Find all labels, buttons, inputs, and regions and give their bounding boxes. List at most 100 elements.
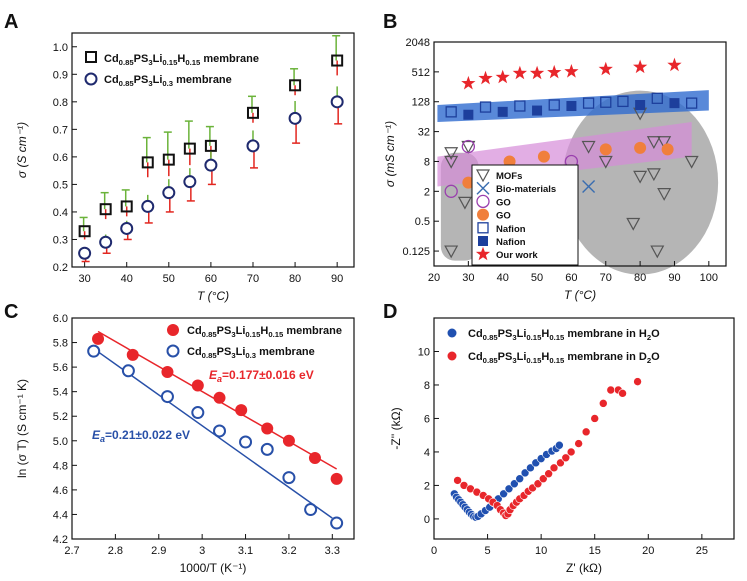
data-point — [504, 484, 514, 494]
chart-b: 20 30 40 50 60 70 80 90 100 0.125 0.5 2 8 32 128 512 204… — [383, 37, 727, 302]
data-point-open — [87, 344, 101, 358]
data-point — [556, 458, 565, 468]
x-tick-label: 60 — [565, 272, 577, 284]
legend-label: Nafion — [496, 224, 526, 235]
plot-frame — [71, 32, 355, 268]
x-tick-label: 3.3 — [325, 545, 340, 557]
data-point-triangle-down — [646, 136, 661, 149]
data-point-star — [667, 57, 682, 72]
y-axis-label: ln (σ T) (S cm⁻¹ K) — [15, 379, 29, 478]
data-point-filled — [261, 422, 274, 435]
data-point-star — [478, 70, 493, 85]
data-point-circle — [183, 175, 197, 189]
x-tick-label: 60 — [205, 273, 217, 285]
data-point-filled — [161, 366, 174, 379]
legend-marker — [476, 194, 490, 209]
data-point-circle — [204, 158, 218, 172]
data-point-square — [331, 54, 344, 67]
data-point-filled-square — [532, 105, 543, 116]
x-axis-label: T (°C) — [197, 289, 229, 303]
data-point-filled-square — [635, 99, 646, 110]
x-tick-label: 10 — [535, 545, 547, 557]
data-point-star — [495, 69, 510, 84]
data-point — [618, 389, 627, 398]
data-point-triangle-down — [598, 155, 613, 169]
data-point — [453, 476, 462, 485]
y-tick-label: 5.2 — [53, 411, 68, 423]
data-point-triangle-down — [684, 155, 699, 169]
data-point-circle — [330, 95, 344, 109]
data-point-square — [141, 156, 154, 169]
panel-label-c: C — [4, 301, 18, 323]
data-point-open — [282, 471, 296, 485]
y-tick-label: 4 — [424, 447, 430, 459]
data-point-triangle-down — [461, 140, 476, 154]
data-point-open-square — [685, 97, 698, 109]
y-tick-label: 2048 — [406, 37, 430, 49]
legend-marker-square — [85, 51, 97, 63]
data-point — [510, 479, 519, 489]
y-tick-label: 2 — [424, 186, 430, 198]
activation-energy-label: Ea=0.21±0.022 eV — [92, 428, 190, 444]
data-point-triangle-down — [444, 245, 459, 259]
y-tick-label: 4.2 — [53, 534, 68, 546]
legend-label: Cd0.85PS3Li0.15H0.15 membrane — [187, 325, 342, 339]
data-point-filled — [330, 472, 343, 485]
legend-marker-d2o — [447, 351, 457, 361]
y-tick-label: 0.5 — [415, 216, 430, 228]
legend-label: GO — [496, 197, 511, 208]
x-tick-label: 90 — [331, 273, 343, 285]
data-point — [555, 440, 564, 450]
legend-label: Nafion — [496, 237, 526, 248]
data-point-square — [246, 106, 259, 119]
data-point-square — [289, 79, 302, 92]
legend-label: Cd0.85PS3Li0.15H0.15 membrane in D2O — [468, 351, 660, 365]
data-point-circle — [99, 235, 113, 249]
data-point-triangle-down — [646, 168, 661, 182]
data-point — [581, 427, 591, 437]
data-point-triangle-down — [657, 188, 672, 201]
x-tick-label: 50 — [531, 272, 543, 284]
data-point — [515, 474, 525, 484]
y-tick-label: 5.6 — [53, 362, 68, 374]
data-point — [598, 399, 608, 408]
data-point-circle — [78, 246, 92, 260]
chart-c: 2.7 2.8 2.9 3 3.1 3.2 3.3 4.2 4.4 4.6 4.8 5.0 5.2 5.4… — [15, 313, 355, 575]
data-point-star — [512, 65, 527, 80]
legend-label: Our work — [496, 250, 538, 261]
data-point — [633, 377, 642, 386]
x-axis-label: 1000/T (K⁻¹) — [180, 561, 247, 575]
data-point-filled-circle — [537, 150, 550, 163]
x-tick-label: 3 — [199, 545, 205, 557]
x-tick-label: 70 — [247, 273, 259, 285]
legend-box — [471, 164, 579, 266]
data-point-filled-square — [463, 109, 474, 120]
legend-label: GO — [496, 211, 511, 222]
data-point — [520, 468, 530, 478]
x-tick-label: 25 — [696, 545, 708, 557]
data-point-open-square — [548, 99, 560, 111]
data-point — [561, 453, 571, 463]
y-tick-label: 8 — [424, 380, 430, 392]
plot-frame — [71, 317, 355, 540]
data-point-open-square — [479, 101, 492, 113]
panel-label-d: D — [383, 301, 397, 323]
x-tick-label: 40 — [121, 273, 133, 285]
y-tick-label: 4.8 — [53, 460, 68, 472]
x-tick-label: 100 — [700, 272, 718, 284]
data-point-filled — [126, 348, 139, 361]
data-point-circle — [246, 139, 260, 153]
data-point-star — [598, 61, 613, 76]
data-point — [538, 474, 548, 484]
legend-marker — [477, 222, 489, 234]
x-tick-label: 0 — [431, 545, 437, 557]
y-tick-label: 4.6 — [53, 485, 68, 497]
y-tick-label: 10 — [418, 346, 430, 358]
data-point-square — [78, 225, 91, 238]
data-point-star — [564, 64, 579, 78]
data-point-open-square — [617, 95, 629, 108]
y-tick-label: 2 — [424, 480, 430, 492]
data-point-filled — [92, 332, 105, 345]
x-axis-label: Z' (kΩ) — [566, 561, 602, 575]
data-point-filled-circle — [503, 155, 516, 168]
